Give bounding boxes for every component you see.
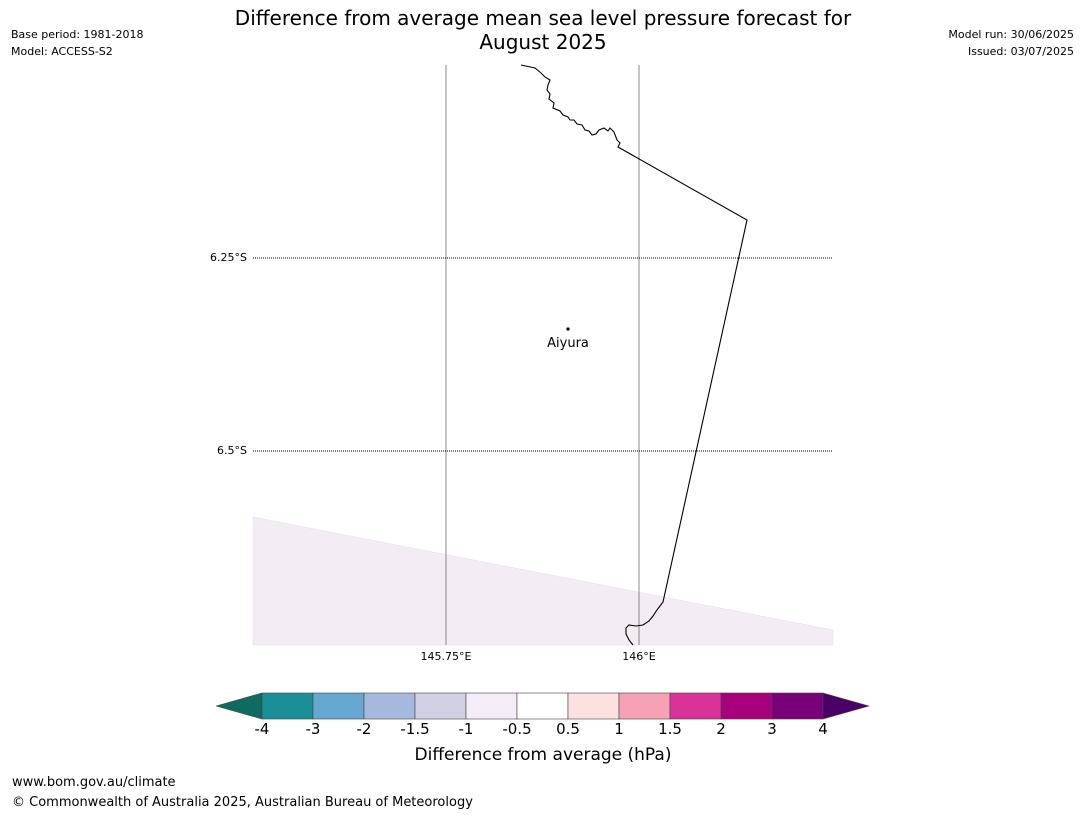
colorbar-box — [669, 692, 722, 720]
colorbar-box — [720, 692, 773, 720]
lat-label-6-5: 6.5°S — [217, 444, 247, 457]
map-panel — [252, 64, 834, 646]
boundary-line-top — [520, 64, 748, 646]
title-line-1: Difference from average mean sea level p… — [234, 6, 852, 30]
colorbar-tick-label: -4 — [254, 720, 270, 738]
colorbar-tick-label: 2 — [716, 720, 726, 738]
colorbar-box — [771, 692, 824, 720]
lat-label-6-25: 6.25°S — [210, 251, 247, 264]
colorbar-box — [363, 692, 416, 720]
issued-text: Issued: 03/07/2025 — [967, 45, 1074, 58]
colorbar-extend-high — [822, 692, 870, 720]
colorbar-box — [414, 692, 467, 720]
header-left: Base period: 1981-2018 Model: ACCESS-S2 — [11, 26, 143, 60]
colorbar-tick-label: -1 — [458, 720, 474, 738]
footer-url: www.bom.gov.au/climate — [12, 775, 176, 790]
colorbar-tick-label: 4 — [818, 720, 828, 738]
anomaly-shading — [252, 516, 834, 646]
colorbar-tick-label: 1 — [614, 720, 624, 738]
colorbar-box — [567, 692, 620, 720]
colorbar-tick-label: -0.5 — [502, 720, 532, 738]
title-line-2: August 2025 — [479, 30, 607, 54]
colorbar-tick-label: 1.5 — [658, 720, 682, 738]
colorbar-box — [516, 692, 569, 720]
aiyura-marker — [566, 327, 570, 331]
colorbar-box — [261, 692, 314, 720]
place-label-aiyura: Aiyura — [547, 336, 589, 351]
footer-copyright: © Commonwealth of Australia 2025, Austra… — [12, 795, 473, 810]
colorbar-box — [312, 692, 365, 720]
colorbar — [216, 692, 870, 720]
colorbar-tick-label: 3 — [767, 720, 777, 738]
colorbar-tick-label: 0.5 — [556, 720, 580, 738]
colorbar-tick-label: -3 — [305, 720, 321, 738]
colorbar-tick-label: -1.5 — [400, 720, 430, 738]
colorbar-tick-label: -2 — [356, 720, 372, 738]
lon-label-145-75: 145.75°E — [420, 650, 472, 663]
base-period-text: Base period: 1981-2018 — [11, 28, 144, 41]
lon-label-146: 146°E — [622, 650, 656, 663]
colorbar-box — [465, 692, 518, 720]
colorbar-label: Difference from average (hPa) — [414, 745, 672, 765]
colorbar-extend-low — [216, 692, 263, 720]
model-run-text: Model run: 30/06/2025 — [948, 28, 1074, 41]
model-text: Model: ACCESS-S2 — [11, 45, 113, 58]
colorbar-box — [618, 692, 671, 720]
map-title: Difference from average mean sea level p… — [200, 6, 886, 54]
header-right: Model run: 30/06/2025 Issued: 03/07/2025 — [948, 26, 1074, 60]
